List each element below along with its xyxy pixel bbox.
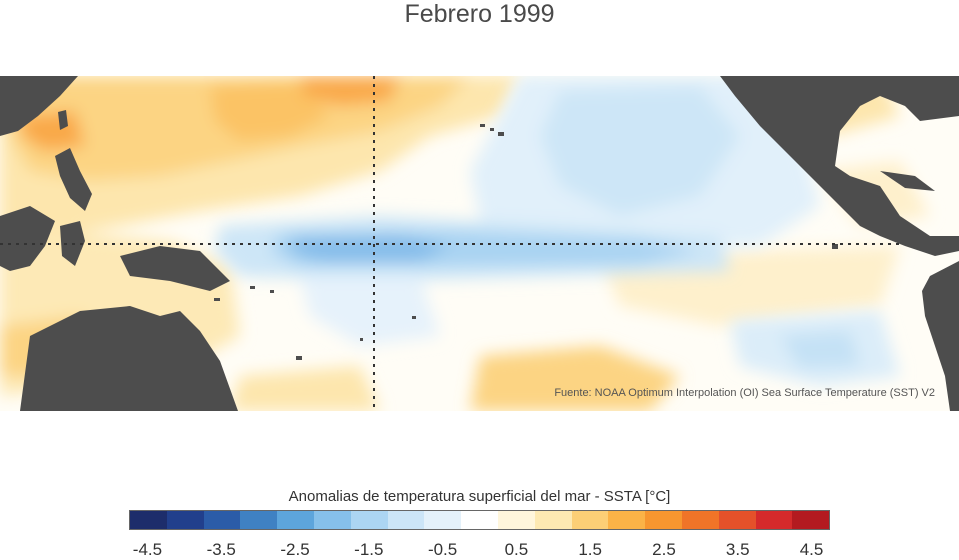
colorbar-swatch (792, 511, 830, 529)
colorbar-swatch (497, 511, 535, 529)
colorbar-swatch (608, 511, 646, 529)
colorbar-swatch (681, 511, 719, 529)
colorbar-swatch (203, 511, 241, 529)
philippines (55, 148, 92, 211)
borneo-indonesia (0, 206, 55, 271)
colorbar-swatch (571, 511, 609, 529)
map-title: Febrero 1999 (404, 0, 555, 28)
colorbar-swatch (313, 511, 351, 529)
cool-anomaly-areas (215, 76, 900, 386)
data-source-note: Fuente: NOAA Optimum Interpolation (OI) … (554, 387, 935, 399)
colorbar-swatch (645, 511, 682, 529)
colorbar-tick-label: -1.5 (354, 540, 384, 559)
colorbar-swatch (166, 511, 204, 529)
small-islands (214, 124, 838, 360)
north-america (720, 76, 959, 256)
colorbar-swatch (755, 511, 793, 529)
cuba (880, 171, 935, 191)
sst-anomaly-map (0, 76, 959, 411)
colorbar-swatch (424, 511, 462, 529)
colorbar-swatch (461, 511, 498, 529)
colorbar-tick-label: 3.5 (725, 540, 750, 559)
colorbar-tick-label: -4.5 (132, 540, 163, 559)
taiwan (58, 110, 68, 130)
colorbar-swatch (718, 511, 756, 529)
colorbar-title: Anomalias de temperatura superficial del… (288, 488, 671, 505)
colorbar-swatch (350, 511, 388, 529)
colorbar-tick-label: -3.5 (206, 540, 236, 559)
colorbar-tick-label: -2.5 (280, 540, 310, 559)
colorbar-tick-label: 0.5 (504, 540, 529, 559)
colorbar-swatch (240, 511, 278, 529)
land-masses (0, 76, 959, 411)
asia-mainland (0, 76, 78, 136)
colorbar-tick-label: 1.5 (578, 540, 602, 559)
colorbar-tick-label: 4.5 (799, 540, 824, 559)
new-guinea (120, 246, 230, 291)
colorbar (129, 510, 830, 530)
south-america (922, 261, 959, 411)
colorbar-tick-label: -0.5 (427, 540, 458, 559)
colorbar-swatch (534, 511, 572, 529)
colorbar-swatch (277, 511, 314, 529)
australia (20, 306, 238, 411)
colorbar-swatch (387, 511, 425, 529)
colorbar-tick-label: 2.5 (652, 540, 676, 559)
colorbar-swatch (130, 511, 167, 529)
